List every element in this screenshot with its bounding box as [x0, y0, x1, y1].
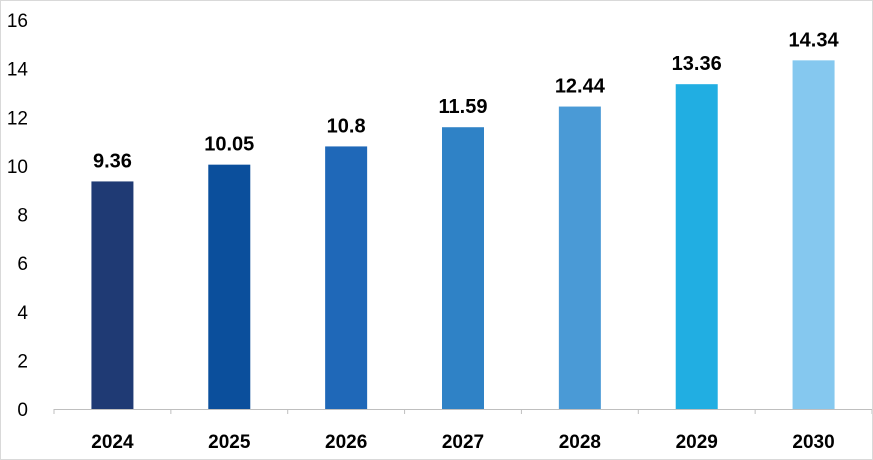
x-tick-label-2028: 2028	[559, 432, 601, 453]
bar-2026	[325, 146, 368, 410]
bar-2030	[792, 60, 835, 409]
y-tick-label: 14	[7, 60, 29, 81]
x-tick-label-2026: 2026	[325, 432, 367, 453]
y-tick-label: 16	[7, 11, 28, 32]
data-label-2025: 10.05	[204, 134, 254, 156]
x-axis-ticks: 2024 2025 2026 2027 2028 2029 2030	[91, 432, 834, 453]
y-tick-label: 4	[17, 303, 28, 324]
data-label-2029: 13.36	[672, 53, 722, 75]
bar-2028	[558, 106, 601, 410]
x-tick-label-2030: 2030	[792, 432, 834, 453]
data-label-2027: 11.59	[439, 96, 488, 118]
y-axis-ticks: 0 2 4 6 8 10 12 14 16	[7, 11, 29, 421]
x-axis	[53, 409, 872, 414]
data-label-2030: 14.34	[789, 29, 840, 51]
bar-2027	[442, 127, 484, 409]
bar-2029	[675, 84, 718, 409]
bars-group	[91, 60, 835, 410]
y-tick-label: 10	[7, 157, 28, 178]
x-tick-label-2029: 2029	[676, 432, 718, 453]
y-tick-label: 0	[17, 400, 28, 421]
y-tick-label: 12	[7, 108, 28, 129]
data-label-2024: 9.36	[93, 150, 132, 172]
data-label-2028: 12.44	[555, 76, 606, 98]
x-tick-label-2027: 2027	[442, 432, 484, 453]
y-tick-label: 6	[17, 254, 28, 275]
x-tick-label-2025: 2025	[208, 432, 251, 453]
data-labels-group: 9.36 10.05 10.8 11.59 12.44 13.36 14.34	[93, 29, 840, 172]
bar-2024	[91, 181, 134, 409]
y-tick-label: 2	[17, 351, 28, 372]
x-tick-label-2024: 2024	[91, 432, 134, 453]
y-tick-label: 8	[17, 206, 28, 227]
bar-2025	[208, 164, 251, 409]
data-label-2026: 10.8	[327, 115, 366, 137]
